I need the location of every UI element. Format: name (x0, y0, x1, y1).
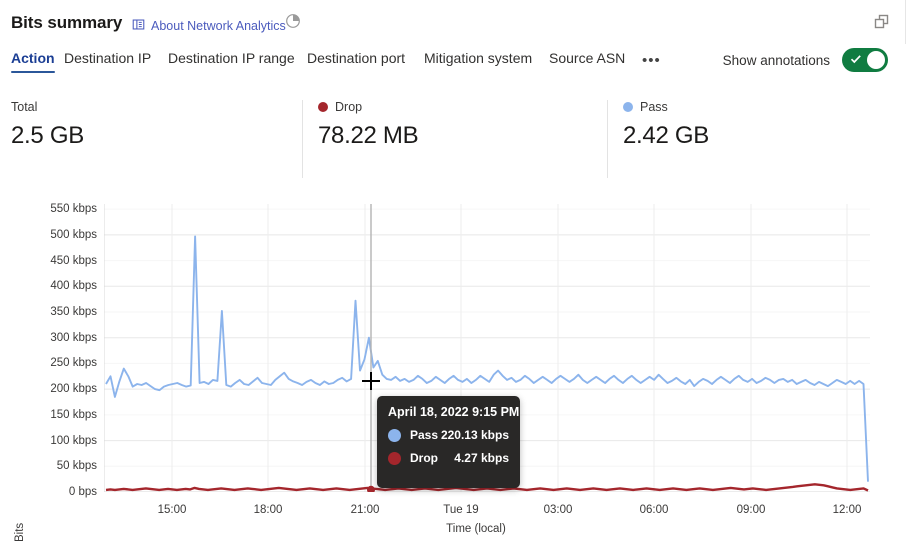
x-tick-label: 06:00 (639, 504, 669, 516)
kpi-row: Total 2.5 GB Drop 78.22 MB Pass 2.42 GB (0, 100, 906, 178)
y-tick-label: 550 kbps (50, 203, 97, 216)
check-icon (850, 55, 861, 64)
tooltip-series-name: Pass (410, 428, 439, 442)
book-icon (132, 18, 145, 34)
bits-timeseries-chart[interactable]: Bits 0 bps 50 kbps 100 kbps 150 kbps 200 kbp… (0, 190, 906, 551)
x-tick-label: 18:00 (253, 504, 283, 516)
kpi-total: Total 2.5 GB (11, 100, 84, 150)
kpi-value: 2.5 GB (11, 122, 84, 149)
y-tick-label: 100 kbps (50, 434, 97, 447)
pivot-tab-bar: Action Destination IP Destination IP range… (0, 50, 906, 84)
tab-overflow-button[interactable]: ••• (642, 52, 661, 69)
tab-source-asn[interactable]: Source ASN (549, 50, 626, 66)
tooltip-row: Drop 4.27 kbps (388, 451, 509, 465)
y-tick-label: 250 kbps (50, 357, 97, 370)
plot-area[interactable] (103, 190, 870, 494)
y-tick-label: 0 bps (68, 486, 97, 498)
tooltip-dot-drop-icon (388, 451, 401, 465)
kpi-divider (302, 100, 303, 178)
pie-clock-icon[interactable] (285, 13, 301, 29)
tooltip-series-value: 4.27 kbps (454, 451, 509, 465)
tooltip-row: Pass 220.13 kbps (388, 428, 509, 442)
kpi-divider (607, 100, 608, 178)
y-tick-label: 50 kbps (56, 460, 97, 473)
kpi-value: 78.22 MB (318, 122, 419, 149)
tab-action[interactable]: Action (11, 50, 55, 73)
y-axis-ticks: 0 bps 50 kbps 100 kbps 150 kbps 200 kbps 250 … (0, 190, 97, 520)
kpi-value: 2.42 GB (623, 122, 709, 149)
x-tick-label: Tue 19 (443, 504, 479, 516)
page-title: Bits summary (11, 13, 123, 32)
tab-destination-ip-range[interactable]: Destination IP range (168, 50, 295, 66)
show-annotations-toggle[interactable] (842, 48, 888, 72)
hover-marker-drop (367, 485, 375, 494)
legend-dot-drop-icon (318, 102, 328, 112)
tooltip-timestamp: April 18, 2022 9:15 PM (388, 405, 520, 419)
y-tick-label: 200 kbps (50, 383, 97, 396)
toggle-knob (867, 51, 885, 69)
x-tick-label: 15:00 (157, 504, 187, 516)
x-tick-label: 03:00 (543, 504, 573, 516)
kpi-caption: Total (11, 100, 38, 114)
chart-tooltip: April 18, 2022 9:15 PM Pass 220.13 kbps Dr… (377, 396, 520, 488)
tooltip-dot-pass-icon (388, 428, 401, 442)
legend-dot-pass-icon (623, 102, 633, 112)
y-tick-label: 350 kbps (50, 306, 97, 318)
tab-destination-port[interactable]: Destination port (307, 50, 406, 66)
show-annotations-label: Show annotations (722, 52, 830, 68)
series-line-pass (105, 235, 869, 482)
kpi-caption: Drop (335, 100, 363, 114)
y-axis-title: Bits (14, 522, 26, 542)
y-tick-label: 450 kbps (50, 254, 97, 267)
x-axis-title: Time (local) (446, 523, 506, 535)
about-network-analytics-link[interactable]: About Network Analytics (132, 18, 286, 34)
x-tick-label: 09:00 (736, 504, 766, 516)
y-tick-label: 500 kbps (50, 228, 97, 241)
x-tick-label: 21:00 (350, 504, 380, 516)
y-tick-label: 150 kbps (50, 408, 97, 421)
series-line-drop (105, 483, 869, 492)
tooltip-series-name: Drop (410, 451, 438, 465)
y-tick-label: 400 kbps (50, 280, 97, 293)
panel-header: Bits summary About Network Analytics (0, 0, 906, 44)
x-tick-label: 12:00 (832, 504, 862, 516)
kpi-drop: Drop 78.22 MB (318, 100, 419, 150)
about-link-label: About Network Analytics (151, 19, 286, 33)
tab-mitigation-system[interactable]: Mitigation system (424, 50, 533, 66)
tooltip-series-value: 220.13 kbps (440, 428, 509, 442)
show-annotations-control[interactable]: Show annotations (723, 48, 888, 72)
tab-destination-ip[interactable]: Destination IP (64, 50, 152, 66)
open-in-new-window-icon[interactable] (872, 12, 892, 32)
kpi-caption: Pass (640, 100, 668, 114)
y-tick-label: 300 kbps (50, 331, 97, 344)
kpi-pass: Pass 2.42 GB (623, 100, 709, 150)
